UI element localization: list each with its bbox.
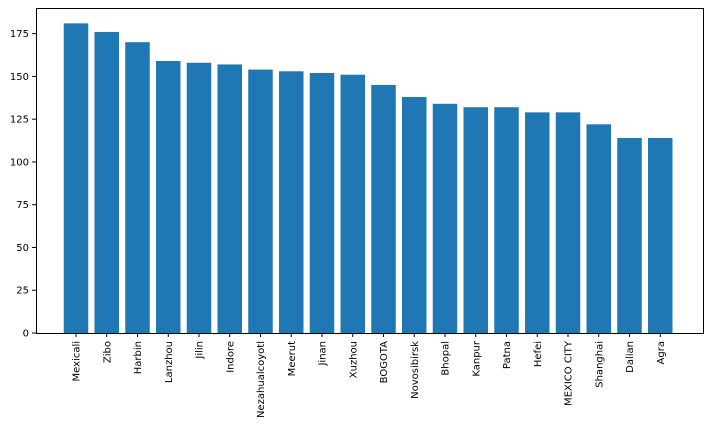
- bar-16: [555, 112, 581, 333]
- bars-layer: [63, 23, 673, 334]
- bar-10: [371, 84, 396, 333]
- bar-8: [309, 73, 335, 333]
- x-tick-label-4: Jilin: [195, 341, 206, 360]
- x-axis: Mexicali Zibo Harbin Lanzhou Jilin Indore Neza…: [72, 333, 667, 418]
- y-axis: 0 25 50 75 100 125 150 175: [10, 29, 36, 340]
- bar-3: [156, 61, 181, 334]
- x-tick-label-13: Kanpur: [471, 340, 482, 377]
- y-tick-label-7: 175: [10, 29, 29, 40]
- bar-11: [402, 96, 427, 334]
- y-tick-label-6: 150: [10, 72, 29, 83]
- bar-18: [617, 138, 642, 333]
- y-tick-label-1: 25: [16, 286, 29, 297]
- y-tick-label-5: 125: [10, 115, 29, 126]
- y-tick-label-0: 0: [23, 329, 29, 340]
- bar-1: [94, 31, 119, 334]
- bar-12: [432, 103, 458, 333]
- bar-7: [279, 71, 304, 333]
- bar-2: [125, 42, 150, 334]
- bar-4: [186, 62, 212, 333]
- bar-17: [586, 124, 611, 333]
- x-tick-label-19: Agra: [656, 341, 667, 364]
- x-tick-label-2: Harbin: [133, 341, 144, 374]
- x-tick-label-7: Meerut: [287, 341, 298, 376]
- bar-5: [217, 64, 242, 334]
- bar-13: [463, 107, 488, 333]
- bar-14: [494, 107, 519, 333]
- x-tick-label-9: Xuzhou: [348, 341, 359, 378]
- bar-15: [525, 112, 550, 333]
- y-tick-label-2: 50: [16, 243, 29, 254]
- x-tick-label-17: Shanghai: [594, 341, 605, 388]
- x-tick-label-10: BOGOTA: [379, 341, 390, 384]
- x-tick-label-11: Novosibirsk: [410, 341, 421, 399]
- y-tick-label-3: 75: [16, 200, 29, 211]
- bar-19: [648, 138, 673, 333]
- bar-9: [340, 74, 365, 334]
- plot-frame: [36, 8, 704, 334]
- x-tick-label-6: Nezahualcoyotl: [256, 341, 267, 418]
- y-tick-label-4: 100: [10, 157, 29, 168]
- x-tick-label-0: Mexicali: [72, 341, 83, 381]
- x-tick-label-3: Lanzhou: [164, 341, 175, 383]
- x-tick-label-18: Dalian: [625, 341, 636, 373]
- x-tick-label-15: Hefei: [533, 341, 544, 367]
- bar-0: [63, 23, 89, 333]
- x-tick-label-8: Jinan: [318, 341, 329, 367]
- x-tick-label-16: MEXICO CITY: [564, 340, 575, 406]
- x-tick-label-14: Patna: [502, 341, 513, 369]
- bar-6: [248, 69, 273, 333]
- x-tick-label-1: Zibo: [102, 341, 113, 363]
- x-tick-label-5: Indore: [225, 341, 236, 373]
- x-tick-label-12: Bhopal: [441, 341, 452, 376]
